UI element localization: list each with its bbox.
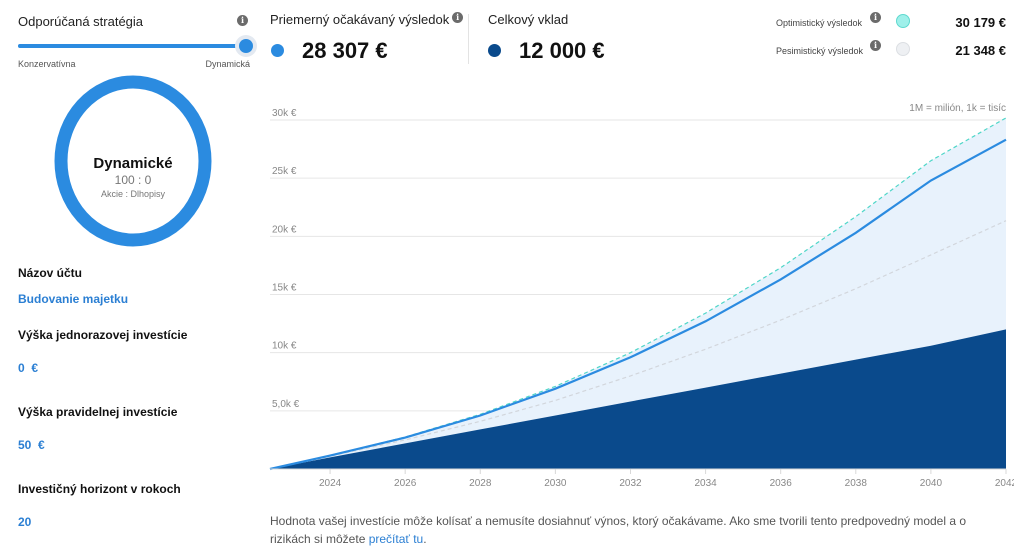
total-deposit-dot xyxy=(488,43,501,57)
disclaimer: Hodnota vašej investície môže kolísať a … xyxy=(270,512,990,548)
series-total-deposit-area xyxy=(270,329,1006,469)
total-deposit-value: 12 000 € xyxy=(519,38,605,63)
strategy-slider[interactable] xyxy=(18,39,253,53)
pessimistic-result: Pesimistický výsledok i 21 348 € xyxy=(766,40,1006,60)
disclaimer-text: Hodnota vašej investície môže kolísať a … xyxy=(270,514,967,546)
average-result: Priemerný očakávaný výsledok i xyxy=(270,12,464,27)
portfolio-ratio: 100 : 0 xyxy=(114,173,152,187)
info-icon[interactable]: i xyxy=(452,12,464,23)
total-deposit: Celkový vklad xyxy=(488,12,568,27)
read-here-link[interactable]: prečítať tu xyxy=(368,532,424,546)
optimistic-result-label: Optimistický výsledok xyxy=(776,18,863,28)
pessimistic-result-label: Pesimistický výsledok xyxy=(776,46,864,56)
x-tick-label: 2038 xyxy=(845,478,868,489)
account-name-value[interactable]: Budovanie majetku xyxy=(18,292,129,306)
strategy-title: Odporúčaná stratégia xyxy=(18,14,144,29)
x-tick-label: 2040 xyxy=(920,478,943,489)
pessimistic-dot xyxy=(896,42,910,56)
strategy-slider-section: Odporúčaná stratégia i Konzervatívna Dyn… xyxy=(18,14,253,69)
horizon-value[interactable]: 20 xyxy=(18,515,32,529)
x-tick-label: 2032 xyxy=(619,478,642,489)
y-tick-label: 20k € xyxy=(272,224,297,235)
x-tick-label: 2028 xyxy=(469,478,492,489)
y-tick-label: 30k € xyxy=(272,108,297,119)
total-deposit-value-row: 12 000 € xyxy=(488,38,605,64)
y-tick-label: 10k € xyxy=(272,341,297,352)
chart-units-note: 1M = milión, 1k = tisíc xyxy=(909,103,1006,114)
pessimistic-result-value: 21 348 € xyxy=(955,43,1006,58)
x-tick-label: 2042 xyxy=(995,478,1014,489)
slider-max-label: Dynamická xyxy=(205,59,250,69)
average-result-value-row: 28 307 € xyxy=(271,38,388,64)
portfolio-name: Dynamické xyxy=(93,155,173,172)
x-tick-label: 2024 xyxy=(319,478,342,489)
regular-investment-value[interactable]: 50 € xyxy=(18,438,45,452)
slider-fill xyxy=(18,44,246,48)
slider-handle[interactable] xyxy=(239,39,253,53)
x-tick-label: 2036 xyxy=(770,478,793,489)
horizon-label: Investičný horizont v rokoch xyxy=(18,482,181,496)
regular-investment-label: Výška pravidelnej investície xyxy=(18,405,178,419)
optimistic-result: Optimistický výsledok i 30 179 € xyxy=(766,12,1006,32)
account-name-label: Názov účtu xyxy=(18,266,83,280)
lump-sum-label: Výška jednorazovej investície xyxy=(18,328,188,342)
average-result-value: 28 307 € xyxy=(302,38,388,63)
y-tick-label: 15k € xyxy=(272,283,297,294)
y-tick-label: 5,0k € xyxy=(272,399,300,410)
x-tick-label: 2026 xyxy=(394,478,417,489)
series-pessimistic-line xyxy=(269,220,1007,470)
total-deposit-label: Celkový vklad xyxy=(488,12,569,27)
summary-divider xyxy=(468,14,469,64)
projection-chart: 5,0k € 10k € 15k € 20k € 25k € 30k € 2024 2026 2… xyxy=(269,103,1014,489)
info-icon[interactable]: i xyxy=(870,12,881,23)
lump-sum-value[interactable]: 0 € xyxy=(18,361,39,375)
optimistic-dot xyxy=(896,14,910,28)
x-tick-label: 2030 xyxy=(544,478,567,489)
portfolio-ratio-legend: Akcie : Dlhopisy xyxy=(100,189,166,199)
average-result-label: Priemerný očakávaný výsledok xyxy=(270,12,450,27)
average-result-dot xyxy=(271,43,284,57)
donut-ring xyxy=(54,75,212,247)
slider-min-label: Konzervatívna xyxy=(18,59,76,69)
info-icon[interactable]: i xyxy=(237,15,248,26)
optimistic-result-value: 30 179 € xyxy=(955,15,1006,30)
expected-range-area xyxy=(270,117,1006,470)
y-tick-label: 25k € xyxy=(272,166,297,177)
disclaimer-end: . xyxy=(423,532,427,546)
info-icon[interactable]: i xyxy=(870,40,881,51)
portfolio-donut: Dynamické 100 : 0 Akcie : Dlhopisy xyxy=(54,75,212,247)
series-average-line xyxy=(269,138,1007,471)
x-tick-label: 2034 xyxy=(694,478,717,489)
